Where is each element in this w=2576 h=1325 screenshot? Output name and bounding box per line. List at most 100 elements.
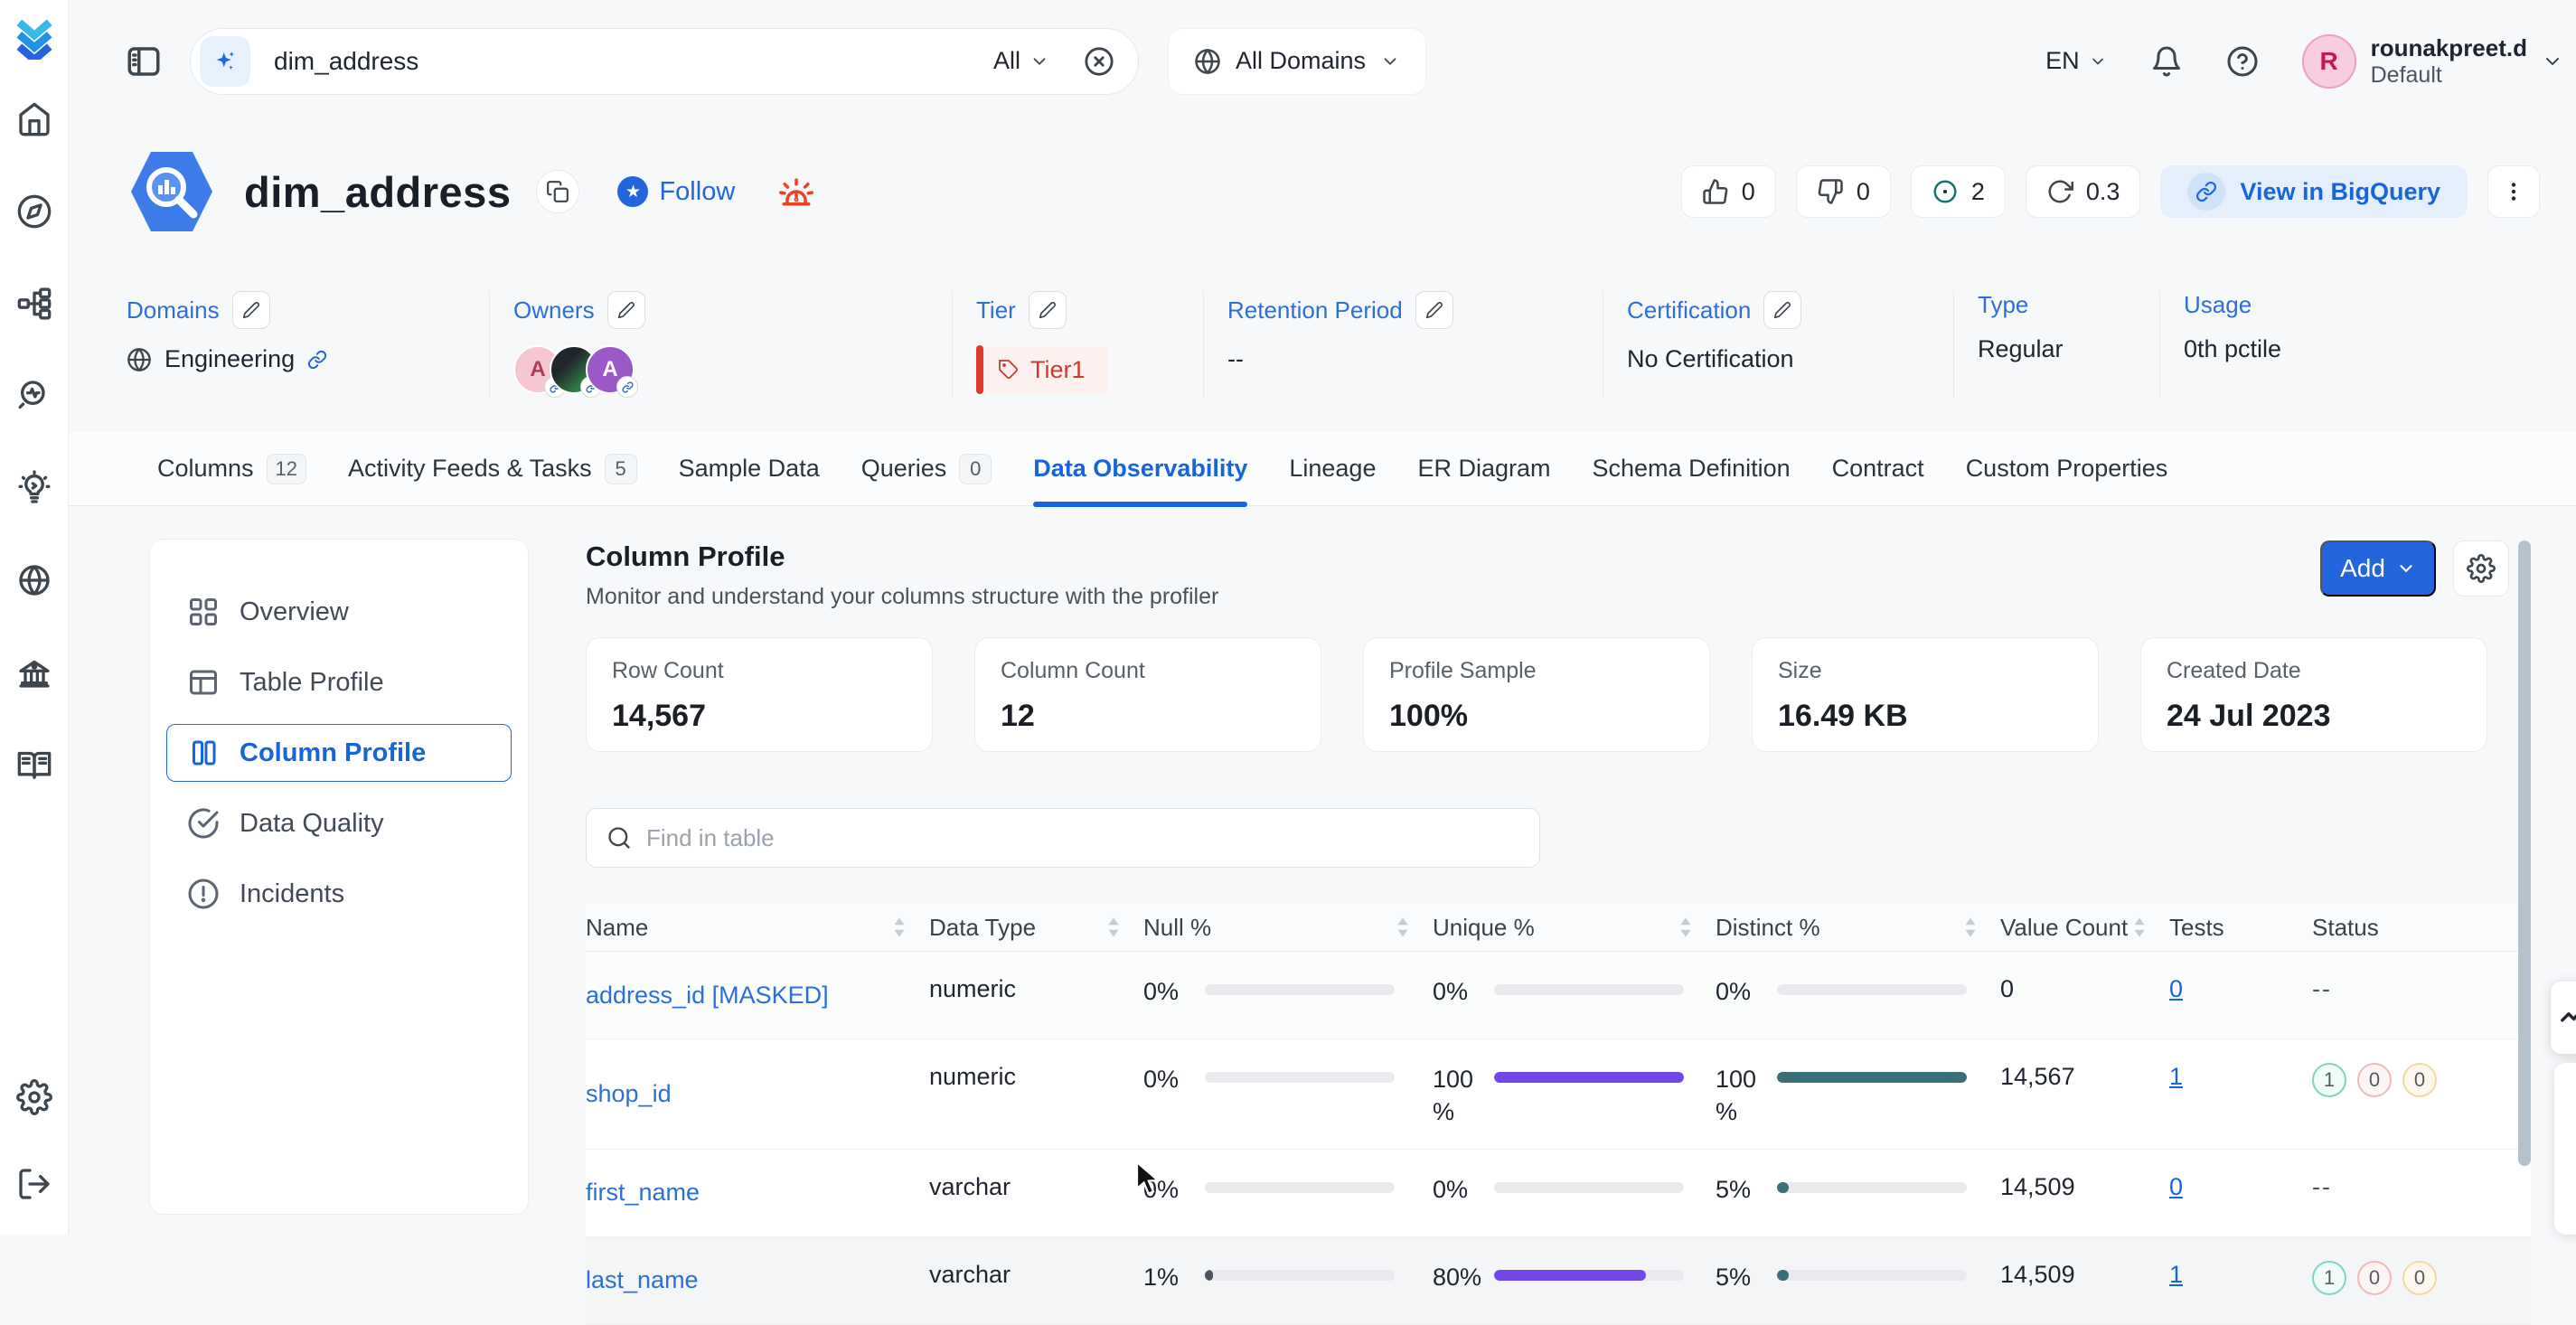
follow-button[interactable]: ★ Follow [617,176,735,207]
status-cell: -- [2312,1150,2531,1236]
status-badge-failed[interactable]: 0 [2357,1063,2392,1097]
tests-cell: 0 [2169,1150,2312,1236]
notifications-bell-icon[interactable] [2150,45,2183,78]
insights-icon[interactable] [16,470,52,506]
language-dropdown[interactable]: EN [2045,47,2107,75]
edit-tier-icon[interactable] [1029,291,1067,329]
tests-link[interactable]: 0 [2169,1173,2183,1200]
tier-badge[interactable]: Tier1 [976,345,1194,394]
status-badge-success[interactable]: 1 [2312,1063,2346,1097]
tests-link[interactable]: 0 [2169,975,2183,1002]
edit-domains-icon[interactable] [232,291,270,329]
subnav-item-incidents[interactable]: Incidents [166,865,512,923]
column-name-link[interactable]: shop_id [586,1080,672,1108]
domain-value[interactable]: Engineering [165,345,295,373]
status-cell: -- [2312,952,2531,1038]
copy-name-icon[interactable] [536,170,579,213]
glossary-icon[interactable] [16,747,52,783]
distinct-pct-bar [1777,1072,1967,1083]
status-badge-aborted[interactable]: 0 [2402,1063,2437,1097]
version-button[interactable]: 0.3 [2026,165,2141,218]
user-menu[interactable]: R rounakpreet.d Default [2302,33,2563,89]
column-header-value-count[interactable]: Value Count [2000,904,2169,951]
subnav-item-column-profile[interactable]: Column Profile [166,724,512,782]
edit-owners-icon[interactable] [607,291,645,329]
add-button[interactable]: Add [2320,540,2436,597]
tab-lineage[interactable]: Lineage [1289,432,1376,506]
value-count-cell: 14,509 [2000,1237,2169,1324]
domains-icon[interactable] [16,562,52,598]
logout-icon[interactable] [16,1166,52,1202]
clear-search-icon[interactable] [1084,46,1114,77]
observability-icon[interactable] [16,378,52,414]
tab-sample-data[interactable]: Sample Data [679,432,820,506]
floating-panel-edge[interactable] [2554,1063,2576,1235]
column-header-data-type[interactable]: Data Type [929,904,1143,951]
search-scope-dropdown[interactable]: All [993,47,1049,75]
type-label: Type [1978,291,2028,319]
tab-schema-definition[interactable]: Schema Definition [1593,432,1791,506]
tier-label: Tier [976,296,1016,324]
subnav-item-table-profile[interactable]: Table Profile [166,653,512,711]
status-badge-success[interactable]: 1 [2312,1261,2346,1295]
column-header-null[interactable]: Null % [1143,904,1433,951]
usage-value: 0th pctile [2184,335,2281,363]
tab-columns[interactable]: Columns12 [157,432,306,506]
status-badge-aborted[interactable]: 0 [2402,1261,2437,1295]
govern-icon[interactable] [16,654,52,691]
column-name-link[interactable]: address_id [MASKED] [586,982,829,1010]
explore-icon[interactable] [16,193,52,230]
watchers-button[interactable]: 2 [1911,165,2006,218]
data-assets-icon[interactable] [16,286,52,322]
app-logo[interactable] [14,16,55,60]
tab-er-diagram[interactable]: ER Diagram [1417,432,1550,506]
distinct-pct-bar [1777,984,1967,995]
domains-filter-dropdown[interactable]: All Domains [1168,28,1426,95]
tab-count-badge: 0 [959,454,992,484]
tab-data-observability[interactable]: Data Observability [1033,432,1247,506]
floating-widget[interactable] [2551,982,2576,1054]
tests-link[interactable]: 1 [2169,1063,2183,1090]
tab-queries[interactable]: Queries0 [861,432,992,506]
subnav-item-data-quality[interactable]: Data Quality [166,794,512,852]
downvote-button[interactable]: 0 [1796,165,1891,218]
column-name-link[interactable]: first_name [586,1179,700,1207]
settings-icon[interactable] [16,1079,52,1115]
kebab-menu-button[interactable] [2487,165,2540,218]
column-header-name[interactable]: Name [586,904,929,951]
column-header-unique[interactable]: Unique % [1433,904,1716,951]
home-icon[interactable] [16,101,52,137]
table-row-address-id-masked: address_id [MASKED]numeric0%0%0%00-- [586,952,2531,1039]
alert-siren-icon[interactable] [776,172,816,211]
tab-custom-properties[interactable]: Custom Properties [1966,432,2168,506]
sidebar-toggle-icon[interactable] [125,42,163,80]
help-icon[interactable] [2226,45,2259,78]
status-badge-failed[interactable]: 0 [2357,1261,2392,1295]
globe-icon [127,347,152,372]
vertical-scrollbar[interactable] [2518,540,2531,1166]
tests-cell: 0 [2169,952,2312,1038]
find-in-table-input[interactable] [646,824,1519,852]
owner-avatars[interactable]: A A [513,345,943,394]
tests-link[interactable]: 1 [2169,1261,2183,1288]
global-search[interactable]: dim_address All [190,28,1139,95]
domain-link-icon[interactable] [307,350,327,370]
grid-icon [187,596,220,628]
edit-certification-icon[interactable] [1763,291,1801,329]
certification-value: No Certification [1627,345,1794,373]
edit-retention-icon[interactable] [1415,291,1453,329]
watch-count: 2 [1971,178,1985,206]
search-input[interactable]: dim_address [274,47,993,76]
avatar[interactable]: A [586,345,635,394]
column-header-label: Status [2312,914,2379,942]
upvote-button[interactable]: 0 [1681,165,1776,218]
column-name-link[interactable]: last_name [586,1266,699,1294]
tab-activity-feeds-tasks[interactable]: Activity Feeds & Tasks5 [348,432,637,506]
subnav-item-overview[interactable]: Overview [166,583,512,641]
find-in-table[interactable] [586,808,1540,868]
column-header-distinct[interactable]: Distinct % [1716,904,2000,951]
tab-contract[interactable]: Contract [1832,432,1924,506]
view-in-bigquery-button[interactable]: View in BigQuery [2160,165,2468,218]
table-icon [187,666,220,699]
profiler-settings-button[interactable] [2453,540,2509,597]
